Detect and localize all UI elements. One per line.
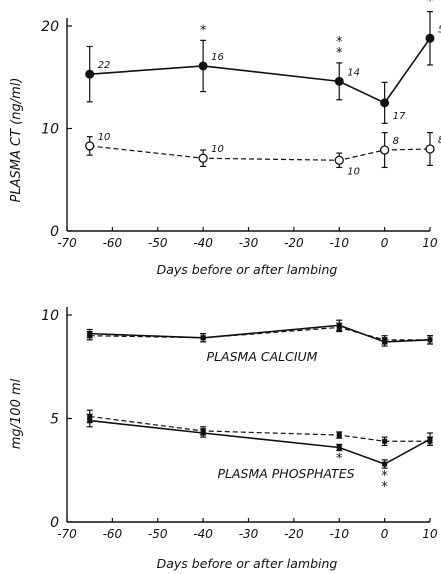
data-point: [334, 155, 344, 165]
significance-marker: *: [200, 23, 207, 38]
x-tick-label: 10: [422, 236, 438, 250]
x-tick-label: -50: [148, 236, 168, 250]
data-point: [200, 428, 206, 434]
x-tick-label: -10: [329, 236, 349, 250]
x-tick-label: 0: [381, 236, 389, 250]
sample-size-label: 22: [98, 60, 111, 71]
y-tick-label: 5: [50, 412, 59, 428]
significance-marker: *: [336, 452, 343, 467]
data-point: [85, 69, 95, 79]
sample-size-label: 10: [98, 132, 111, 143]
sample-size-label: 8: [393, 136, 399, 147]
significance-marker: *: [427, 0, 434, 10]
series-3: [86, 409, 433, 447]
ct-axes: -70 -60 -50 -40 -30 -20 -10 0 10 0 10 20: [41, 18, 438, 250]
minerals-x-axis-label: Days before or after lambing: [157, 556, 338, 571]
data-point: [200, 335, 206, 341]
x-tick-label: -40: [193, 527, 213, 541]
x-tick-label: -20: [284, 236, 304, 250]
series-line: [89, 415, 430, 442]
data-point: [87, 413, 93, 419]
x-tick-label: -70: [57, 236, 77, 250]
significance-marker: *: [381, 480, 388, 495]
y-tick-label: 20: [41, 19, 59, 35]
data-point: [336, 432, 342, 438]
data-point: [336, 324, 342, 330]
data-point: [198, 61, 208, 71]
series-2: ***: [86, 413, 433, 495]
calcium-annotation: PLASMA CALCIUM: [207, 349, 318, 364]
data-point: [382, 337, 388, 343]
sample-size-label: 10: [347, 166, 360, 177]
x-tick-label: -30: [239, 236, 259, 250]
sample-size-label: 16: [211, 52, 224, 63]
ct-y-axis-label: PLASMA CT (ng/ml): [9, 78, 24, 203]
y-tick-label: 10: [41, 122, 59, 138]
data-point: [85, 141, 95, 151]
sample-size-label: 17: [393, 111, 406, 122]
minerals-series: ***: [86, 319, 433, 495]
x-tick-label: 10: [422, 527, 438, 541]
data-point: [427, 438, 433, 444]
x-tick-label: -70: [57, 527, 77, 541]
data-point: [379, 145, 390, 155]
data-point: [382, 461, 388, 467]
data-point: [425, 33, 435, 43]
data-point: [382, 438, 388, 444]
data-point: [198, 153, 208, 163]
sample-size-label: 8: [438, 135, 441, 146]
series-1: [86, 322, 433, 345]
x-tick-label: -20: [284, 527, 304, 541]
series-line: [89, 37, 431, 104]
series-line: [89, 145, 431, 161]
significance-marker: *: [336, 46, 343, 61]
y-tick-label: 10: [41, 308, 59, 324]
ct-x-axis-label: Days before or after lambing: [157, 262, 338, 277]
series-1: 10 10 10 8 8: [85, 132, 441, 177]
data-point: [427, 337, 433, 343]
x-tick-label: -50: [148, 527, 168, 541]
phosphates-annotation: PLASMA PHOSPHATES: [217, 466, 354, 481]
x-tick-label: -30: [239, 527, 259, 541]
y-tick-label: 0: [50, 224, 59, 240]
series-line: [89, 419, 431, 465]
data-point: [334, 76, 344, 86]
x-tick-label: -60: [103, 527, 123, 541]
sample-size-label: 5: [438, 24, 441, 35]
data-point: [380, 98, 390, 108]
sample-size-label: 10: [211, 144, 224, 155]
minerals-y-axis-label: mg/100 ml: [9, 378, 24, 449]
x-tick-label: 0: [381, 527, 389, 541]
significance-marker: *: [336, 35, 343, 50]
data-point: [425, 144, 435, 154]
series-line: [89, 326, 430, 341]
minerals-axes: -70 -60 -50 -40 -30 -20 -10 0 10 0 5 10: [41, 307, 438, 541]
significance-marker: *: [381, 469, 388, 484]
y-tick-label: 0: [50, 515, 59, 531]
x-tick-label: -40: [193, 236, 213, 250]
data-point: [87, 333, 93, 339]
data-point: [336, 444, 342, 450]
x-tick-label: -60: [103, 236, 123, 250]
x-tick-label: -10: [329, 527, 349, 541]
sample-size-label: 14: [347, 67, 360, 78]
